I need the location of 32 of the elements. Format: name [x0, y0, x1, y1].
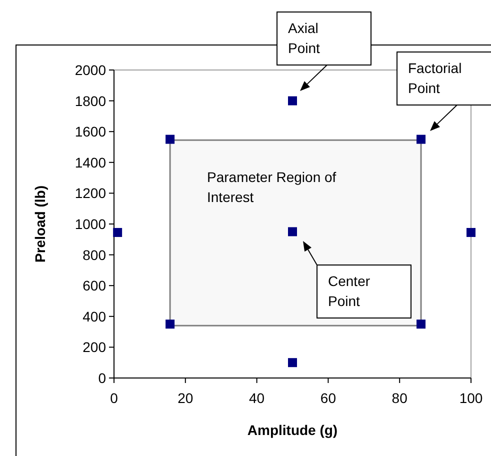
x-tick-label: 0: [110, 390, 118, 406]
y-tick-label: 1800: [74, 92, 106, 109]
text: Axial Point: [288, 20, 320, 56]
point: [288, 96, 297, 106]
y-tick-label: 1400: [74, 154, 106, 170]
annotation: Parameter Region of Interest: [207, 169, 336, 205]
point: [288, 227, 297, 236]
x-tick-label: 20: [178, 390, 194, 406]
point: [416, 134, 426, 144]
point: [166, 134, 175, 144]
y-tick-label: 200: [82, 339, 106, 356]
y-tick-label: 400: [82, 308, 106, 324]
y-tick-label: 1000: [74, 216, 106, 232]
y-tick-label: 800: [82, 246, 106, 263]
point: [416, 320, 426, 329]
y-tick-label: 600: [82, 278, 106, 294]
point: [113, 228, 122, 237]
y-axis-title: Preload (lb): [32, 185, 48, 263]
point: [466, 228, 476, 237]
annotation: Factorial Point: [408, 60, 462, 96]
point: [166, 320, 175, 329]
x-tick-label: 40: [249, 390, 265, 406]
y-tick-label: 1600: [74, 124, 106, 140]
x-tick-label: 80: [392, 390, 408, 406]
y-tick-label: 2000: [74, 62, 106, 78]
x-axis-title: Amplitude (g): [247, 422, 338, 438]
x-tick-label: 60: [320, 390, 336, 406]
y-tick-label: 1200: [74, 185, 106, 202]
annotation: Center Point: [328, 273, 370, 309]
y-tick-label: 0: [98, 370, 106, 386]
x-tick-label: 100: [459, 390, 483, 406]
point: [288, 358, 297, 368]
